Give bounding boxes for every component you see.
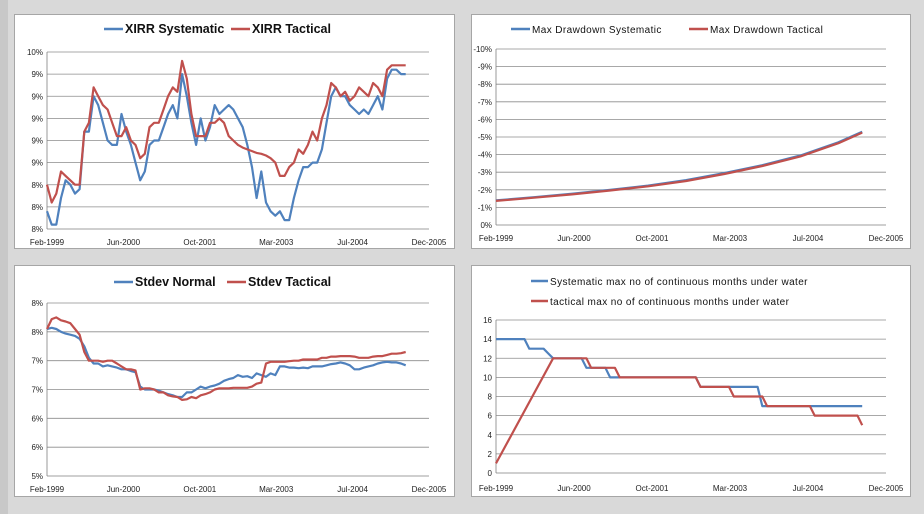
x-tick-label: Mar-2003: [713, 484, 748, 493]
chart-xirr[interactable]: 8% 8% 8% 9% 9% 9% 9% 9% 10% Feb-1999 Jun-2000 Oct-2…: [14, 14, 455, 249]
chart-stdev[interactable]: 5% 6% 6% 7% 7% 8% 8% Feb-1999 Jun-2000 Oct-2001 Ma…: [14, 265, 455, 497]
legend-label: Systematic max no of continuous months u…: [550, 277, 808, 288]
y-tick-label: -3%: [478, 168, 492, 177]
y-tick-label: 8%: [31, 225, 43, 234]
chart-stdev-svg: 5% 6% 6% 7% 7% 8% 8% Feb-1999 Jun-2000 Oct-2001 Ma…: [30, 275, 447, 494]
x-tick-label: Dec-2005: [869, 234, 904, 243]
x-tick-label: Jul-2004: [337, 238, 368, 247]
x-tick-label: Oct-2001: [183, 238, 216, 247]
y-tick-label: -5%: [478, 133, 492, 142]
chart-months-under-water[interactable]: 0 2 4 6 8 10 12 14 16 Feb-1999 Jun-2000 Oct-2001 Mar…: [471, 265, 911, 497]
y-tick-label: 8: [488, 393, 493, 402]
x-tick-label: Jun-2000: [557, 484, 591, 493]
y-tick-label: 6%: [31, 443, 43, 452]
spreadsheet-background: [0, 0, 8, 514]
x-tick-label: Oct-2001: [636, 484, 669, 493]
y-tick-label: 9%: [31, 159, 43, 168]
x-tick-label: Jul-2004: [793, 484, 824, 493]
y-tick-label: 9%: [31, 92, 43, 101]
x-tick-label: Dec-2005: [412, 485, 447, 494]
x-tick-label: Dec-2005: [412, 238, 447, 247]
series-line-systematic: [45, 68, 406, 226]
y-tick-label: 14: [483, 335, 492, 344]
x-tick-label: Jul-2004: [337, 485, 368, 494]
y-tick-label: -8%: [478, 80, 492, 89]
series-line-tactical: [495, 131, 863, 202]
y-tick-label: 2: [488, 450, 493, 459]
series-line-systematic: [46, 326, 407, 399]
y-tick-label: 9%: [31, 70, 43, 79]
y-tick-label: -4%: [478, 151, 492, 160]
x-tick-label: Feb-1999: [479, 234, 514, 243]
y-tick-label: -10%: [473, 45, 492, 54]
y-tick-label: 10: [483, 373, 492, 382]
y-tick-label: 7%: [31, 386, 43, 395]
y-tick-label: 6%: [31, 414, 43, 423]
legend-label: XIRR Tactical: [252, 22, 331, 36]
x-tick-label: Oct-2001: [183, 485, 216, 494]
legend-label: tactical max no of continuous months und…: [550, 297, 790, 308]
series-line-systematic: [496, 337, 863, 408]
x-tick-label: Mar-2003: [713, 234, 748, 243]
chart-max-drawdown[interactable]: 0% -1% -2% -3% -4% -5% -6% -7% -8% -9% -10% Feb-199…: [471, 14, 911, 249]
y-tick-label: 0: [488, 469, 493, 478]
y-tick-label: 9%: [31, 137, 43, 146]
y-tick-label: 0%: [480, 221, 492, 230]
y-tick-label: -7%: [478, 98, 492, 107]
y-tick-label: -9%: [478, 63, 492, 72]
y-tick-label: 12: [483, 354, 492, 363]
legend-label: Max Drawdown Systematic: [532, 25, 662, 36]
y-tick-label: 8%: [31, 181, 43, 190]
x-tick-label: Feb-1999: [30, 485, 65, 494]
legend-label: Stdev Normal: [135, 275, 216, 289]
y-tick-label: 5%: [31, 472, 43, 481]
x-tick-label: Feb-1999: [479, 484, 514, 493]
x-tick-label: Jun-2000: [557, 234, 591, 243]
x-tick-label: Jul-2004: [793, 234, 824, 243]
y-tick-label: 9%: [31, 114, 43, 123]
x-tick-label: Mar-2003: [259, 238, 294, 247]
series-line-tactical: [495, 357, 864, 464]
y-tick-label: 8%: [31, 328, 43, 337]
x-tick-label: Jun-2000: [107, 238, 141, 247]
x-tick-label: Oct-2001: [636, 234, 669, 243]
series-line-tactical: [45, 59, 406, 204]
y-tick-label: 8%: [31, 203, 43, 212]
legend-label: XIRR Systematic: [125, 22, 224, 36]
chart-months-under-water-svg: 0 2 4 6 8 10 12 14 16 Feb-1999 Jun-2000 Oct-2001 Mar…: [479, 277, 904, 493]
legend-label: Max Drawdown Tactical: [710, 25, 823, 36]
y-tick-label: -2%: [478, 186, 492, 195]
x-tick-label: Dec-2005: [869, 484, 904, 493]
y-tick-label: 7%: [31, 357, 43, 366]
y-tick-label: 4: [488, 431, 493, 440]
legend-label: Stdev Tactical: [248, 275, 331, 289]
y-tick-label: 10%: [27, 48, 43, 57]
y-tick-label: 8%: [31, 299, 43, 308]
x-tick-label: Jun-2000: [107, 485, 141, 494]
x-tick-label: Feb-1999: [30, 238, 65, 247]
y-tick-label: -6%: [478, 115, 492, 124]
chart-max-drawdown-svg: 0% -1% -2% -3% -4% -5% -6% -7% -8% -9% -10% Feb-199…: [473, 25, 904, 243]
x-tick-label: Mar-2003: [259, 485, 294, 494]
y-tick-label: 16: [483, 316, 492, 325]
y-tick-label: 6: [488, 412, 493, 421]
chart-xirr-svg: 8% 8% 8% 9% 9% 9% 9% 9% 10% Feb-1999 Jun-2000 Oct-2…: [27, 22, 447, 247]
y-tick-label: -1%: [478, 203, 492, 212]
series-line-tactical: [46, 316, 406, 401]
